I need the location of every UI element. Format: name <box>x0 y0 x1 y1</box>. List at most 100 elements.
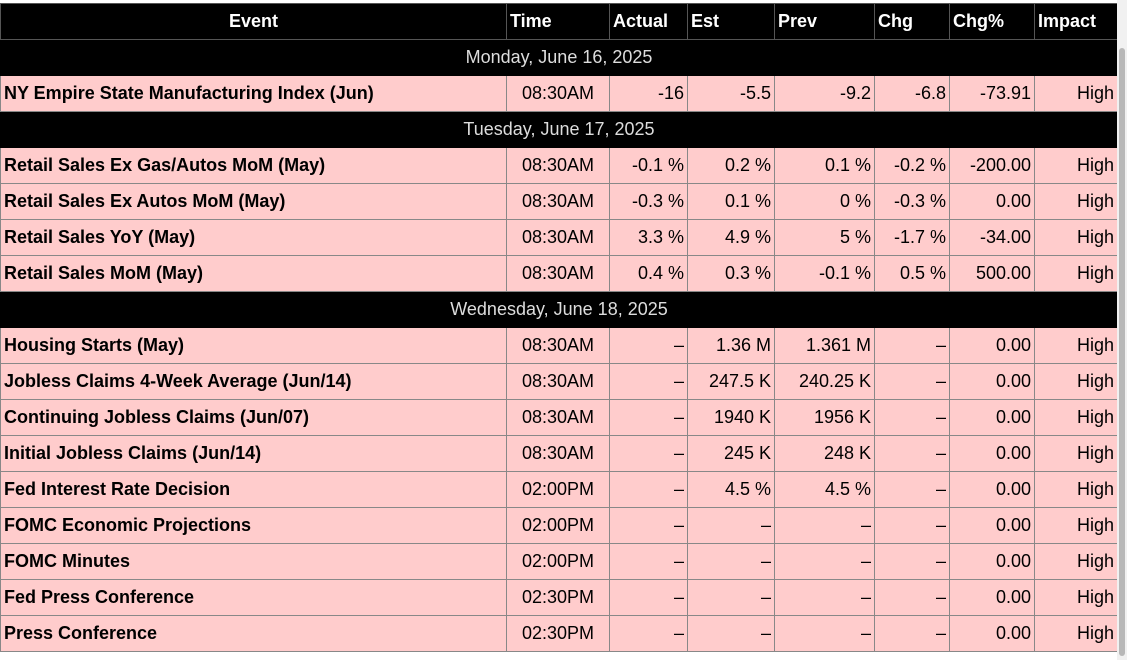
event-name-cell: Press Conference <box>0 615 507 652</box>
impact-cell: High <box>1034 327 1118 364</box>
table-row[interactable]: Retail Sales MoM (May) 08:30AM 0.4 % 0.3 % -… <box>0 255 1118 292</box>
impact-cell: High <box>1034 471 1118 508</box>
actual-cell: -16 <box>609 75 688 112</box>
vertical-scrollbar[interactable] <box>1117 0 1127 660</box>
table-row[interactable]: Initial Jobless Claims (Jun/14) 08:30AM –2… <box>0 435 1118 472</box>
impact-cell: High <box>1034 615 1118 652</box>
time-cell: 08:30AM <box>506 327 610 364</box>
impact-cell: High <box>1034 399 1118 436</box>
column-header-prev[interactable]: Prev <box>774 3 875 40</box>
table-row[interactable]: Retail Sales Ex Autos MoM (May) 08:30AM -0… <box>0 183 1118 220</box>
actual-cell: – <box>609 435 688 472</box>
scrollbar-thumb[interactable] <box>1119 48 1125 656</box>
table-header: Event Time Actual Est Prev Chg Chg% Impa… <box>0 3 1118 40</box>
time-cell: 08:30AM <box>506 183 610 220</box>
event-name-cell: Retail Sales Ex Gas/Autos MoM (May) <box>0 147 507 184</box>
column-header-impact[interactable]: Impact <box>1034 3 1118 40</box>
table-row[interactable]: NY Empire State Manufacturing Index (Jun… <box>0 75 1118 112</box>
time-cell: 02:00PM <box>506 507 610 544</box>
event-name-cell: Retail Sales Ex Autos MoM (May) <box>0 183 507 220</box>
impact-cell: High <box>1034 363 1118 400</box>
chg-cell: -6.8 <box>874 75 950 112</box>
est-cell: 0.1 % <box>687 183 775 220</box>
est-cell: 4.5 % <box>687 471 775 508</box>
chg-pct-cell: 0.00 <box>949 543 1035 580</box>
chg-pct-cell: -34.00 <box>949 219 1035 256</box>
impact-cell: High <box>1034 507 1118 544</box>
event-name-cell: Fed Press Conference <box>0 579 507 616</box>
table-row[interactable]: Fed Interest Rate Decision 02:00PM –4.5 % 4… <box>0 471 1118 508</box>
column-header-est[interactable]: Est <box>687 3 775 40</box>
event-name-cell: FOMC Economic Projections <box>0 507 507 544</box>
date-group-label: Tuesday, June 17, 2025 <box>0 111 1118 148</box>
column-header-time[interactable]: Time <box>506 3 610 40</box>
prev-cell: -0.1 % <box>774 255 875 292</box>
prev-cell: 240.25 K <box>774 363 875 400</box>
column-header-chg-pct[interactable]: Chg% <box>949 3 1035 40</box>
event-name-cell: NY Empire State Manufacturing Index (Jun… <box>0 75 507 112</box>
prev-cell: 248 K <box>774 435 875 472</box>
chg-cell: – <box>874 579 950 616</box>
actual-cell: 3.3 % <box>609 219 688 256</box>
event-name-cell: Continuing Jobless Claims (Jun/07) <box>0 399 507 436</box>
table-row[interactable]: FOMC Economic Projections 02:00PM – – – –0.00… <box>0 507 1118 544</box>
chg-pct-cell: 0.00 <box>949 615 1035 652</box>
time-cell: 08:30AM <box>506 435 610 472</box>
est-cell: 1940 K <box>687 399 775 436</box>
event-name-cell: Initial Jobless Claims (Jun/14) <box>0 435 507 472</box>
table-row[interactable]: FOMC Minutes 02:00PM – – – –0.00 High <box>0 543 1118 580</box>
impact-cell: High <box>1034 75 1118 112</box>
event-name-cell: Retail Sales MoM (May) <box>0 255 507 292</box>
est-cell: – <box>687 579 775 616</box>
est-cell: – <box>687 507 775 544</box>
est-cell: 4.9 % <box>687 219 775 256</box>
chg-cell: -0.2 % <box>874 147 950 184</box>
prev-cell: 4.5 % <box>774 471 875 508</box>
chg-cell: – <box>874 399 950 436</box>
event-name-cell: Fed Interest Rate Decision <box>0 471 507 508</box>
calendar-table-container: Event Time Actual Est Prev Chg Chg% Impa… <box>0 3 1118 652</box>
table-row[interactable]: Continuing Jobless Claims (Jun/07) 08:30A… <box>0 399 1118 436</box>
est-cell: 1.36 M <box>687 327 775 364</box>
actual-cell: -0.3 % <box>609 183 688 220</box>
chg-pct-cell: 0.00 <box>949 435 1035 472</box>
impact-cell: High <box>1034 543 1118 580</box>
chg-cell: – <box>874 327 950 364</box>
prev-cell: – <box>774 543 875 580</box>
time-cell: 08:30AM <box>506 219 610 256</box>
est-cell: – <box>687 615 775 652</box>
event-name-cell: FOMC Minutes <box>0 543 507 580</box>
chg-cell: 0.5 % <box>874 255 950 292</box>
chg-pct-cell: 0.00 <box>949 471 1035 508</box>
est-cell: 245 K <box>687 435 775 472</box>
chg-pct-cell: 0.00 <box>949 579 1035 616</box>
chg-pct-cell: 0.00 <box>949 327 1035 364</box>
column-header-chg[interactable]: Chg <box>874 3 950 40</box>
actual-cell: – <box>609 471 688 508</box>
table-row[interactable]: Retail Sales Ex Gas/Autos MoM (May) 08:30… <box>0 147 1118 184</box>
column-header-actual[interactable]: Actual <box>609 3 688 40</box>
est-cell: – <box>687 543 775 580</box>
chg-cell: – <box>874 615 950 652</box>
table-row[interactable]: Fed Press Conference 02:30PM – – – –0.00 High <box>0 579 1118 616</box>
table-row[interactable]: Press Conference 02:30PM – – – –0.00 High <box>0 615 1118 652</box>
header-row: Event Time Actual Est Prev Chg Chg% Impa… <box>0 3 1118 40</box>
table-row[interactable]: Retail Sales YoY (May) 08:30AM 3.3 % 4.9 % 5… <box>0 219 1118 256</box>
date-group-label: Monday, June 16, 2025 <box>0 39 1118 76</box>
impact-cell: High <box>1034 147 1118 184</box>
time-cell: 02:30PM <box>506 579 610 616</box>
est-cell: -5.5 <box>687 75 775 112</box>
prev-cell: -9.2 <box>774 75 875 112</box>
chg-cell: – <box>874 543 950 580</box>
time-cell: 08:30AM <box>506 147 610 184</box>
impact-cell: High <box>1034 435 1118 472</box>
date-group-row: Tuesday, June 17, 2025 <box>0 111 1118 148</box>
chg-pct-cell: 0.00 <box>949 363 1035 400</box>
chg-pct-cell: 500.00 <box>949 255 1035 292</box>
actual-cell: – <box>609 543 688 580</box>
table-row[interactable]: Jobless Claims 4-Week Average (Jun/14) 08… <box>0 363 1118 400</box>
chg-cell: – <box>874 471 950 508</box>
time-cell: 02:30PM <box>506 615 610 652</box>
table-row[interactable]: Housing Starts (May) 08:30AM –1.36 M 1.361 … <box>0 327 1118 364</box>
column-header-event[interactable]: Event <box>0 3 507 40</box>
